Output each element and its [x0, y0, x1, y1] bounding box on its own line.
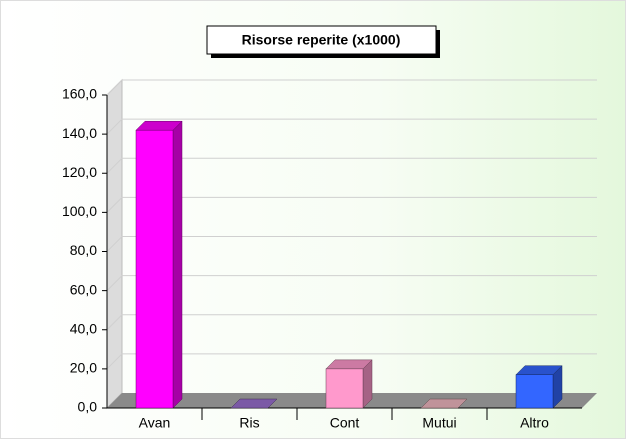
x-tick-label: Avan [139, 415, 171, 431]
grid-line [106, 157, 597, 174]
grid-line [106, 79, 597, 96]
grid-line [106, 353, 597, 370]
bar-side [172, 120, 183, 409]
y-tick-label: 120,0 [62, 164, 97, 180]
y-tick-label: 100,0 [62, 203, 97, 219]
y-tick-label: 160,0 [62, 86, 97, 102]
chart-title: Risorse reperite (x1000) [242, 32, 401, 48]
grid-line [106, 314, 597, 331]
bar-top [230, 398, 278, 409]
grid-line [106, 196, 597, 213]
grid-line [106, 275, 597, 291]
bar [515, 374, 554, 409]
y-tick-label: 40,0 [70, 320, 97, 336]
bar [135, 129, 174, 409]
y-tick-label: 60,0 [70, 281, 97, 297]
grid-line [106, 236, 597, 252]
y-tick-label: 140,0 [62, 125, 97, 141]
x-tick-label: Mutui [422, 415, 456, 431]
bar-top [420, 398, 468, 409]
grid-line [106, 118, 597, 135]
y-tick-label: 20,0 [70, 360, 97, 376]
x-tick-label: Altro [520, 415, 549, 431]
y-tick-label: 0,0 [78, 399, 98, 415]
bar [325, 368, 364, 409]
x-tick-label: Ris [239, 415, 259, 431]
title-box [206, 25, 437, 55]
y-tick-label: 80,0 [70, 242, 97, 258]
x-tick-label: Cont [330, 415, 360, 431]
